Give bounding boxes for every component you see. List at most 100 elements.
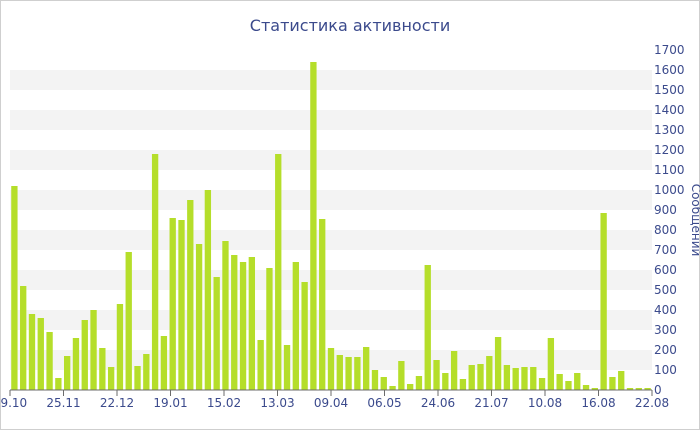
bar: [406, 384, 414, 390]
grid-band: [10, 190, 652, 210]
bar: [644, 388, 651, 390]
bar: [336, 355, 343, 390]
y-tick-label: 700: [654, 243, 677, 257]
bar: [257, 340, 264, 390]
bar: [565, 381, 572, 390]
bar: [239, 262, 247, 390]
bar: [11, 186, 18, 390]
y-tick-label: 0: [654, 383, 662, 397]
bar: [301, 282, 308, 390]
bar: [160, 336, 168, 390]
bar: [538, 378, 546, 390]
grid-band: [10, 70, 652, 90]
y-tick-label: 1600: [654, 63, 685, 77]
x-tick-label: 29.10: [0, 396, 27, 410]
bar: [626, 388, 634, 390]
bar: [107, 367, 115, 390]
y-tick-label: 1700: [654, 43, 685, 57]
bar: [635, 388, 642, 390]
bar: [231, 255, 238, 390]
bar: [547, 338, 555, 390]
x-tick-label: 24.06: [421, 396, 455, 410]
bar: [354, 357, 361, 390]
y-axis-title: Сообщений: [689, 184, 700, 257]
x-tick-label: 22.12: [100, 396, 134, 410]
y-tick-label: 200: [654, 343, 677, 357]
bar: [37, 318, 44, 390]
bar: [222, 241, 229, 390]
y-tick-label: 600: [654, 263, 677, 277]
bar: [151, 154, 159, 390]
y-tick-label: 100: [654, 363, 677, 377]
y-tick-label: 1500: [654, 83, 685, 97]
bar: [345, 357, 352, 390]
grid-band: [10, 310, 652, 330]
bar: [433, 360, 440, 390]
bar: [415, 376, 423, 390]
y-tick-label: 1000: [654, 183, 685, 197]
y-tick-label: 1200: [654, 143, 685, 157]
bar: [72, 338, 80, 390]
bar: [195, 244, 203, 390]
bar: [618, 371, 625, 390]
y-tick-label: 1300: [654, 123, 685, 137]
bar: [398, 361, 405, 390]
bar: [512, 368, 519, 390]
bar: [116, 304, 124, 390]
bar: [591, 388, 598, 390]
grid-band: [10, 270, 652, 290]
bar: [187, 200, 194, 390]
bar: [248, 257, 256, 390]
chart-title: Статистика активности: [249, 16, 451, 35]
x-tick-label: 10.08: [528, 396, 562, 410]
bar: [363, 347, 370, 390]
bar: [468, 365, 475, 390]
bar: [389, 386, 396, 390]
bar: [81, 320, 88, 390]
x-tick-label: 15.02: [207, 396, 241, 410]
bar: [275, 154, 282, 390]
bar: [442, 373, 449, 390]
bar: [574, 373, 581, 390]
bar: [503, 365, 511, 390]
grid-band: [10, 230, 652, 250]
bar: [266, 268, 273, 390]
y-tick-label: 300: [654, 323, 677, 337]
bar: [55, 378, 62, 390]
bar: [310, 62, 317, 390]
x-tick-label: 13.03: [260, 396, 294, 410]
x-tick-label: 16.08: [581, 396, 615, 410]
bar: [327, 348, 335, 390]
bar: [486, 356, 493, 390]
bar: [530, 367, 537, 390]
bar: [477, 364, 484, 390]
bar: [134, 366, 141, 390]
bar: [556, 374, 563, 390]
bar: [424, 265, 431, 390]
bar: [204, 190, 212, 390]
x-tick-label: 25.11: [46, 396, 80, 410]
y-tick-label: 1100: [654, 163, 685, 177]
x-tick-label: 21.07: [474, 396, 508, 410]
grid-band: [10, 150, 652, 170]
grid-band: [10, 110, 652, 130]
x-tick-label: 06.05: [367, 396, 401, 410]
bar: [494, 337, 502, 390]
bar: [371, 370, 379, 390]
y-tick-label: 900: [654, 203, 677, 217]
x-tick-label: 09.04: [314, 396, 348, 410]
bar: [169, 218, 176, 390]
bar: [28, 314, 36, 390]
bar: [64, 356, 71, 390]
x-tick-label: 22.08: [635, 396, 669, 410]
bar: [319, 219, 326, 390]
bar: [283, 345, 291, 390]
bar: [380, 377, 387, 390]
y-tick-label: 1400: [654, 103, 685, 117]
y-tick-label: 400: [654, 303, 677, 317]
bar: [521, 367, 528, 390]
bar: [609, 377, 616, 390]
bar: [459, 379, 467, 390]
y-tick-label: 800: [654, 223, 677, 237]
